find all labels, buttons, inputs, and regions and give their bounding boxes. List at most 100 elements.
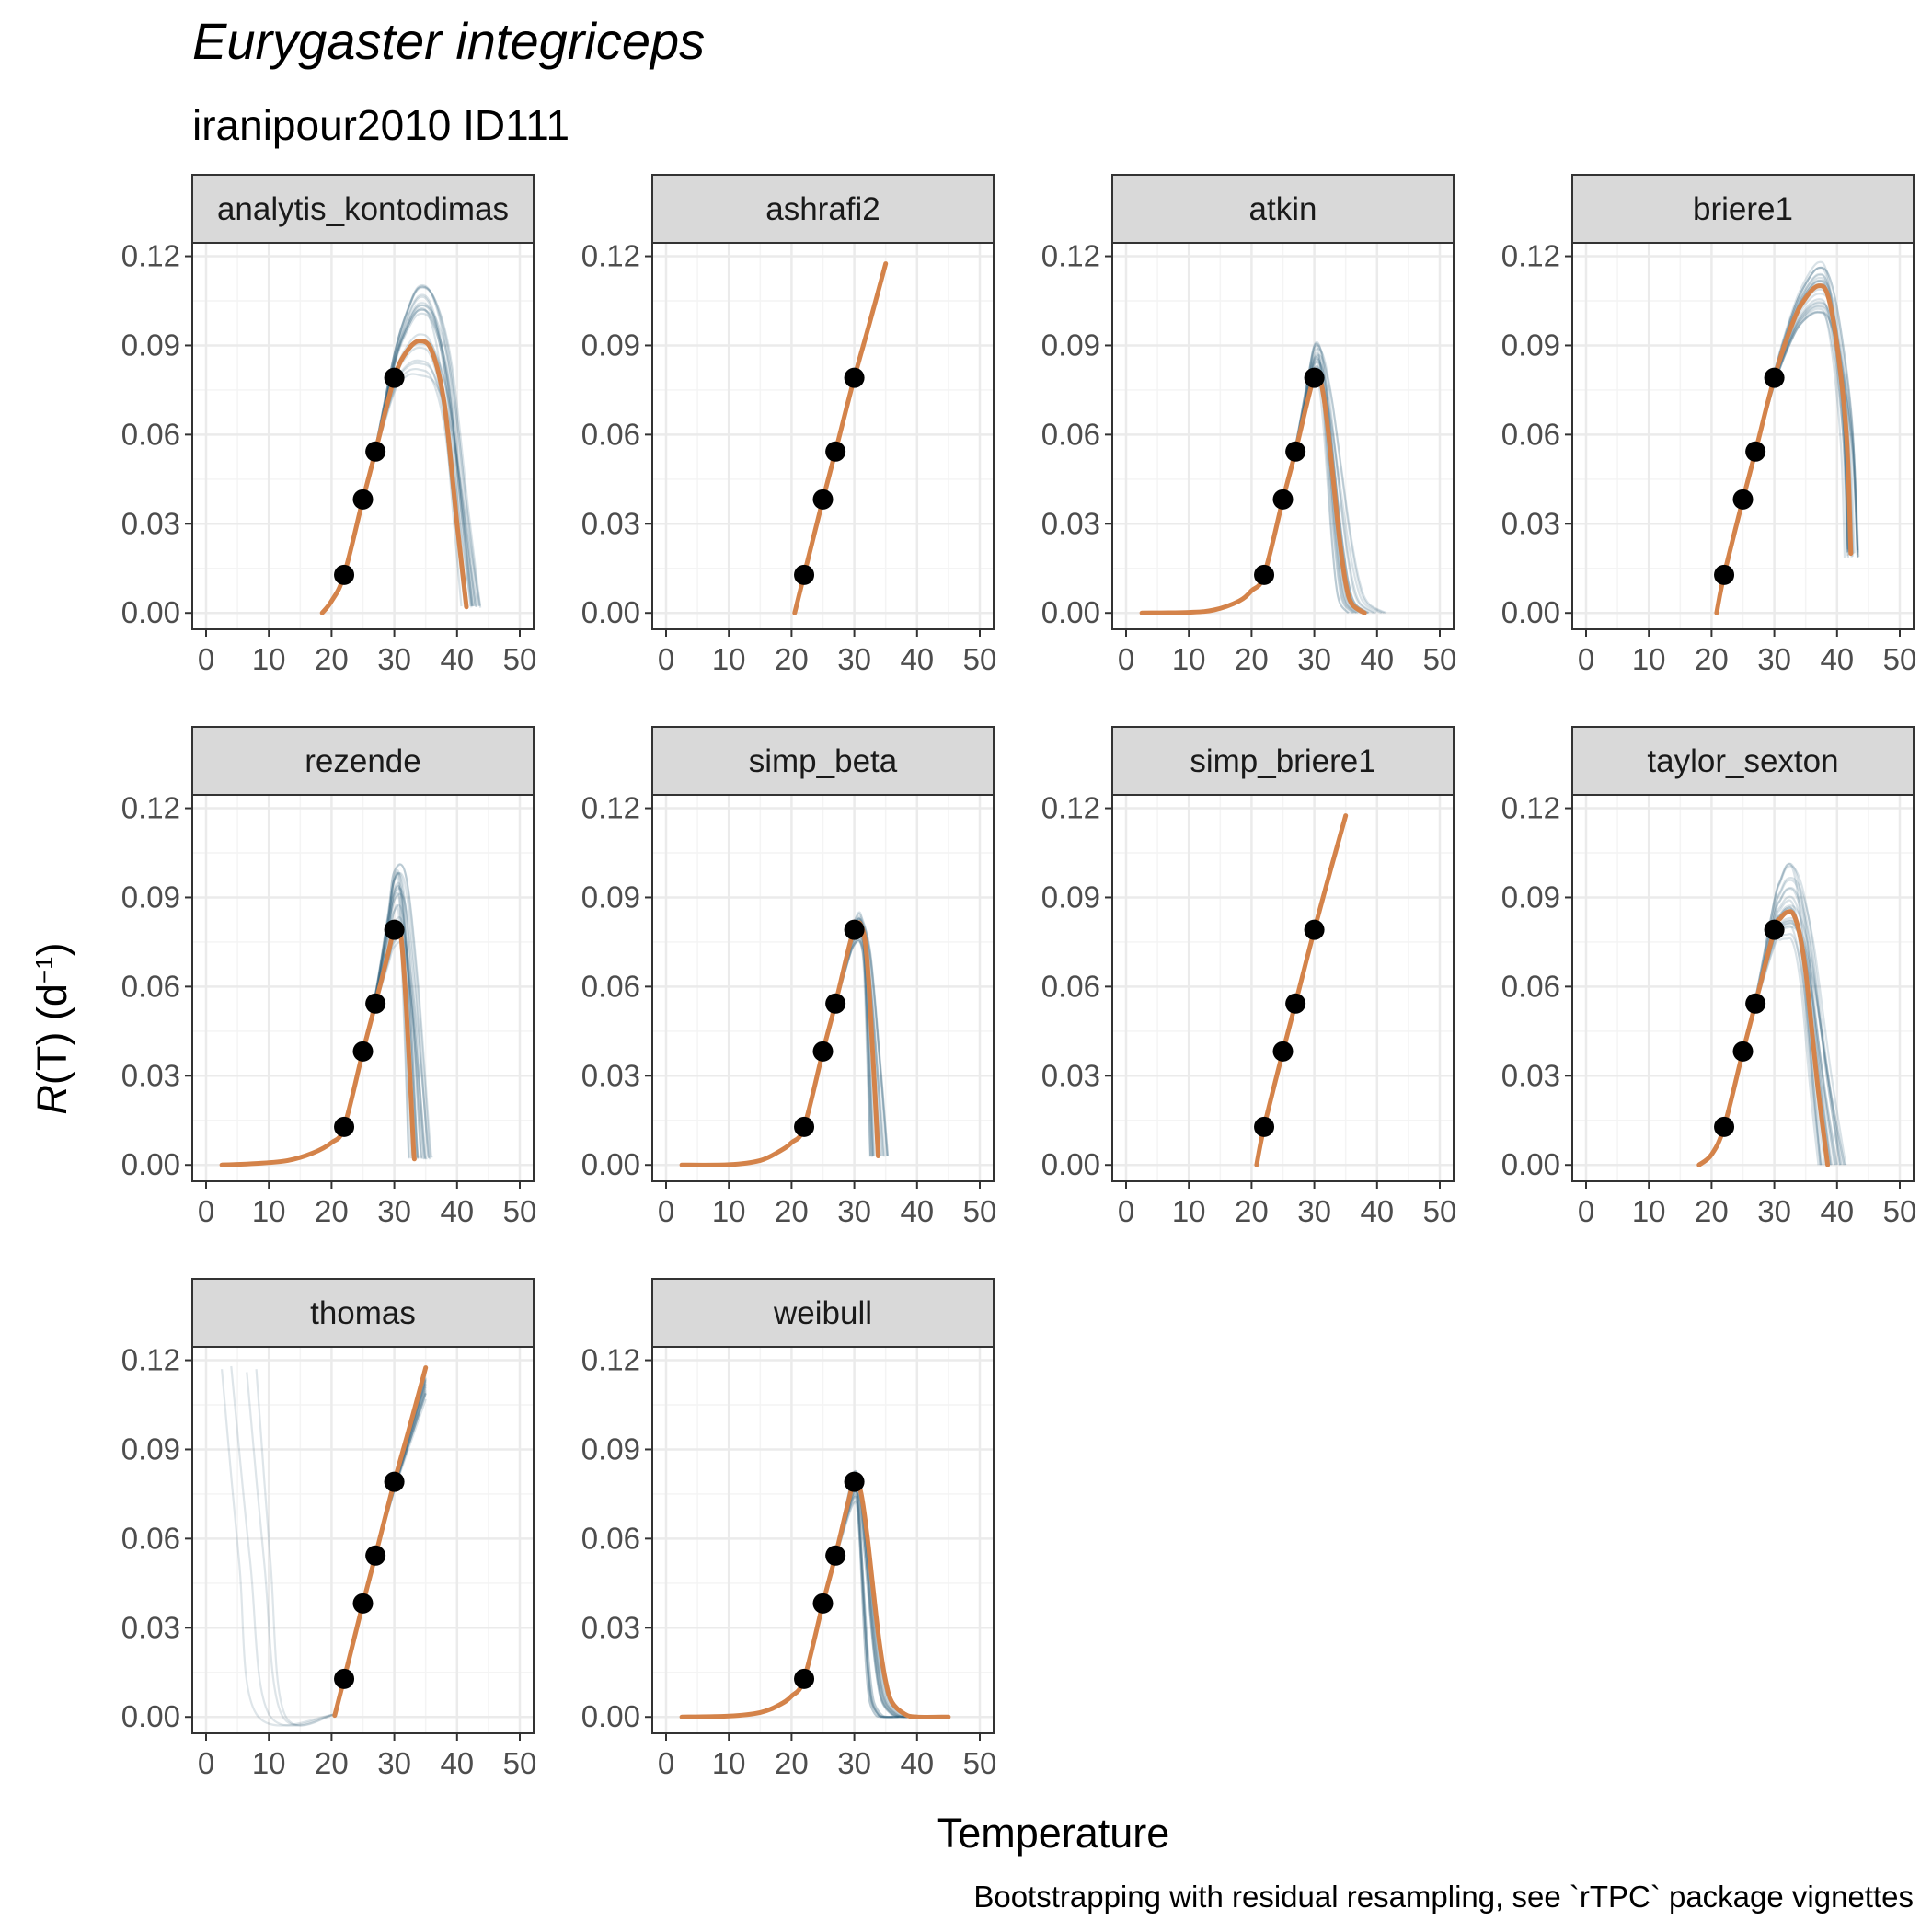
observed-point <box>844 367 865 388</box>
y-tick-label: 0.12 <box>581 239 640 273</box>
y-tick-label: 0.09 <box>121 328 180 362</box>
y-axis-title: R(T) (d−1) <box>29 942 75 1114</box>
y-tick-label: 0.06 <box>121 1521 180 1555</box>
facet-strip <box>191 174 535 244</box>
x-tick-label: 50 <box>963 1194 997 1228</box>
facet-panel-simp_beta: simp_beta 0.00 0.03 0.06 0.09 0.12 0 10 20 30 40 50 <box>581 726 997 1228</box>
y-tick-label: 0.09 <box>1041 328 1100 362</box>
y-tick-label: 0.00 <box>1501 595 1560 629</box>
facet-panel-rezende: rezende 0.00 0.03 0.06 0.09 0.12 0 10 20 30 40 50 <box>121 726 536 1228</box>
observed-point <box>1254 1116 1275 1137</box>
facet-panel-ashrafi2: ashrafi2 0.00 0.03 0.06 0.09 0.12 0 10 20 30 40 50 <box>581 174 997 676</box>
x-tick-label: 20 <box>1695 642 1729 676</box>
x-tick-label: 30 <box>1297 1194 1331 1228</box>
observed-point <box>352 489 374 510</box>
y-tick-label: 0.06 <box>1501 969 1560 1003</box>
x-tick-label: 50 <box>1883 1194 1917 1228</box>
x-tick-label: 0 <box>1578 1194 1594 1228</box>
observed-point <box>825 441 846 462</box>
observed-point <box>1745 441 1766 462</box>
observed-point <box>794 564 815 585</box>
x-tick-label: 0 <box>1118 642 1134 676</box>
observed-point <box>812 1041 834 1062</box>
y-tick-label: 0.06 <box>1501 417 1560 451</box>
facet-panel-weibull: weibull 0.00 0.03 0.06 0.09 0.12 0 10 20 30 40 50 <box>581 1278 997 1780</box>
plot-area <box>679 911 890 1167</box>
panel-border <box>191 794 535 1182</box>
x-tick-label: 40 <box>900 642 934 676</box>
x-tick-label: 50 <box>963 642 997 676</box>
x-tick-label: 0 <box>198 642 214 676</box>
chart-subtitle: iranipour2010 ID111 <box>192 101 569 149</box>
x-tick-label: 10 <box>252 1746 286 1780</box>
x-tick-label: 20 <box>315 1194 349 1228</box>
observed-point <box>1272 1041 1294 1062</box>
fitted-curve <box>1696 909 1831 1167</box>
y-tick-label: 0.06 <box>581 969 640 1003</box>
observed-point <box>1714 1116 1735 1137</box>
chart-caption: Bootstrapping with residual resampling, … <box>973 1880 1914 1914</box>
observed-point <box>844 919 865 940</box>
observed-point <box>365 441 386 462</box>
x-tick-label: 10 <box>252 642 286 676</box>
y-tick-label: 0.09 <box>1041 880 1100 914</box>
facet-panel-thomas: thomas 0.00 0.03 0.06 0.09 0.12 0 10 20 30 40 50 <box>121 1278 536 1780</box>
y-tick-label: 0.00 <box>581 1699 640 1733</box>
observed-point <box>1764 919 1785 940</box>
observed-point <box>334 564 355 585</box>
x-tick-label: 40 <box>1360 642 1394 676</box>
x-tick-label: 10 <box>1632 1194 1666 1228</box>
y-tick-label: 0.12 <box>1041 239 1100 273</box>
x-tick-label: 40 <box>900 1194 934 1228</box>
y-tick-label: 0.09 <box>581 880 640 914</box>
y-tick-label: 0.12 <box>121 239 180 273</box>
x-tick-label: 40 <box>440 642 474 676</box>
y-tick-label: 0.03 <box>581 506 640 540</box>
fitted-curve <box>1139 373 1367 615</box>
x-tick-label: 50 <box>503 642 537 676</box>
x-tick-label: 50 <box>1423 642 1457 676</box>
x-tick-label: 0 <box>198 1746 214 1780</box>
fitted-curve <box>219 922 417 1167</box>
y-tick-label: 0.06 <box>581 1521 640 1555</box>
x-tick-label: 20 <box>775 1194 809 1228</box>
observed-point <box>825 1545 846 1566</box>
fitted-curve <box>679 920 880 1167</box>
panel-border <box>1111 242 1455 630</box>
bootstrap-curve <box>255 1369 335 1727</box>
x-tick-label: 20 <box>315 1746 349 1780</box>
y-tick-label: 0.12 <box>581 1343 640 1377</box>
bootstrap-curve <box>230 1365 335 1727</box>
facet-strip <box>651 174 995 244</box>
observed-point <box>384 919 405 940</box>
observed-point <box>365 1545 386 1566</box>
y-tick-label: 0.09 <box>1501 328 1560 362</box>
x-tick-label: 20 <box>1235 1194 1269 1228</box>
facet-strip-label: briere1 <box>1693 191 1793 227</box>
observed-point <box>352 1593 374 1614</box>
observed-point <box>1714 564 1735 585</box>
x-tick-label: 40 <box>440 1746 474 1780</box>
y-tick-label: 0.00 <box>581 1147 640 1181</box>
panel-border <box>651 794 995 1182</box>
facet-strip <box>1111 726 1455 796</box>
y-tick-label: 0.12 <box>1501 791 1560 825</box>
observed-point <box>1732 489 1754 510</box>
facet-panel-atkin: atkin 0.00 0.03 0.06 0.09 0.12 0 10 20 30 40 50 <box>1041 174 1457 676</box>
facet-strip-label: thomas <box>310 1295 416 1331</box>
facet-panel-simp_briere1: simp_briere1 0.00 0.03 0.06 0.09 0.12 0 10 20 30 4… <box>1041 726 1456 1228</box>
y-tick-label: 0.00 <box>121 1699 180 1733</box>
y-tick-label: 0.03 <box>1041 506 1100 540</box>
x-tick-label: 0 <box>1578 642 1594 676</box>
y-tick-label: 0.00 <box>1041 595 1100 629</box>
y-tick-label: 0.03 <box>121 1058 180 1092</box>
observed-point <box>1745 993 1766 1014</box>
x-tick-label: 30 <box>1757 642 1791 676</box>
y-tick-label: 0.09 <box>1501 880 1560 914</box>
x-tick-label: 50 <box>963 1746 997 1780</box>
observed-point <box>1272 489 1294 510</box>
x-tick-label: 40 <box>1820 1194 1854 1228</box>
x-tick-label: 30 <box>837 642 871 676</box>
y-tick-label: 0.09 <box>121 1432 180 1466</box>
observed-point <box>1304 919 1325 940</box>
